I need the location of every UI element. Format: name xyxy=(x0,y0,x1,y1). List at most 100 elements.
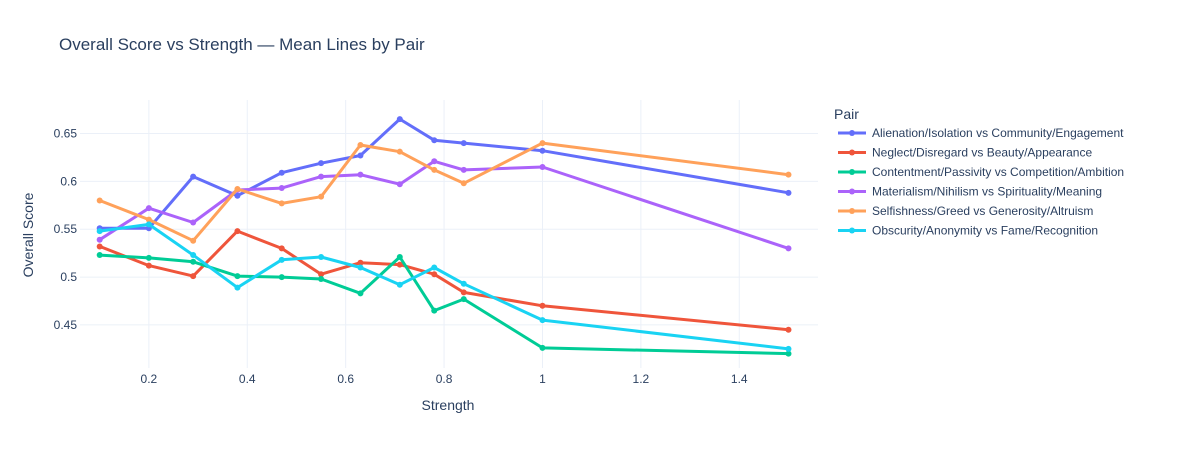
x-tick-label: 1 xyxy=(539,372,546,386)
legend-item: Materialism/Nihilism vs Spirituality/Mea… xyxy=(838,185,1102,199)
data-point xyxy=(431,264,438,271)
legend-label: Obscurity/Anonymity vs Fame/Recognition xyxy=(872,224,1098,238)
legend-label: Contentment/Passivity vs Competition/Amb… xyxy=(872,165,1124,179)
series-line xyxy=(99,117,789,230)
data-point xyxy=(145,205,152,212)
legend-item: Selfishness/Greed vs Generosity/Altruism xyxy=(838,204,1093,218)
series-2 xyxy=(96,228,792,333)
x-axis-title: Strength xyxy=(422,397,475,413)
series-line xyxy=(99,141,789,243)
data-point xyxy=(396,116,403,123)
y-axis-title: Overall Score xyxy=(20,192,36,277)
data-point xyxy=(234,284,241,291)
x-tick-label: 0.6 xyxy=(337,372,354,386)
y-tick-label: 0.45 xyxy=(54,318,78,332)
data-point xyxy=(785,345,792,352)
legend-swatch-marker xyxy=(849,188,855,195)
data-point xyxy=(396,253,403,260)
data-point xyxy=(234,192,241,199)
series-1 xyxy=(96,116,792,232)
data-point xyxy=(190,173,197,180)
data-point xyxy=(234,186,241,193)
x-tick-label: 0.4 xyxy=(239,372,256,386)
legend: Pair Alienation/Isolation vs Community/E… xyxy=(834,106,1124,238)
data-point xyxy=(357,171,364,178)
series-line xyxy=(99,253,789,356)
data-point xyxy=(278,185,285,192)
y-tick-label: 0.5 xyxy=(60,270,77,284)
data-point xyxy=(96,236,103,243)
data-point xyxy=(431,271,438,278)
legend-swatch-marker xyxy=(849,130,855,136)
y-tick-label: 0.6 xyxy=(60,174,77,188)
series-3 xyxy=(96,252,792,357)
data-point xyxy=(318,173,325,180)
legend-title: Pair xyxy=(834,106,859,122)
data-point xyxy=(357,152,364,159)
data-point xyxy=(396,261,403,268)
data-point xyxy=(460,180,467,187)
data-point xyxy=(145,254,152,261)
data-point xyxy=(318,271,325,278)
data-point xyxy=(539,147,546,154)
data-point xyxy=(785,171,792,178)
data-point xyxy=(396,281,403,288)
data-point xyxy=(190,219,197,226)
data-point xyxy=(539,140,546,147)
x-axis-ticks: 0.2 0.4 0.6 0.8 1 1.2 1.4 xyxy=(141,372,748,386)
series-6 xyxy=(96,221,792,352)
legend-swatch-marker xyxy=(849,208,855,214)
series-line xyxy=(98,159,789,250)
data-point xyxy=(145,262,152,269)
legend-item: Contentment/Passivity vs Competition/Amb… xyxy=(838,165,1124,179)
legend-swatch-marker xyxy=(849,149,855,156)
data-point xyxy=(357,290,364,297)
legend-swatch-marker xyxy=(849,169,855,175)
series-5 xyxy=(96,140,792,244)
plot-area xyxy=(96,116,792,357)
chart-title: Overall Score vs Strength — Mean Lines b… xyxy=(59,35,425,54)
data-point xyxy=(278,256,285,263)
legend-label: Alienation/Isolation vs Community/Engage… xyxy=(872,126,1124,140)
data-point xyxy=(539,164,546,170)
data-point xyxy=(145,216,152,223)
data-point xyxy=(431,166,438,173)
legend-label: Materialism/Nihilism vs Spirituality/Mea… xyxy=(872,185,1102,199)
x-tick-label: 1.2 xyxy=(633,372,650,386)
data-point xyxy=(539,302,546,309)
legend-item: Neglect/Disregard vs Beauty/Appearance xyxy=(838,146,1092,160)
data-point xyxy=(190,273,197,280)
data-point xyxy=(190,258,197,265)
data-point xyxy=(278,245,285,252)
data-point xyxy=(96,252,103,259)
data-point xyxy=(190,252,197,259)
series-4 xyxy=(96,158,792,252)
y-tick-label: 0.55 xyxy=(54,222,78,236)
data-point xyxy=(357,264,364,271)
data-point xyxy=(190,237,197,244)
data-point xyxy=(318,253,325,260)
data-point xyxy=(785,245,792,252)
data-point xyxy=(396,181,403,188)
data-point xyxy=(539,317,546,324)
series-line xyxy=(99,222,789,351)
data-point xyxy=(431,137,438,144)
data-point xyxy=(278,200,285,207)
data-point xyxy=(460,296,467,303)
legend-item: Obscurity/Anonymity vs Fame/Recognition xyxy=(838,224,1098,238)
data-point xyxy=(785,350,792,357)
data-point xyxy=(234,273,241,280)
y-axis-ticks: 0.45 0.5 0.55 0.6 0.65 xyxy=(54,127,78,332)
data-point xyxy=(460,140,467,147)
data-point xyxy=(145,221,152,228)
data-point xyxy=(431,307,438,314)
data-point xyxy=(278,169,285,176)
x-tick-label: 0.2 xyxy=(141,372,158,386)
data-point xyxy=(460,166,467,173)
x-tick-label: 0.8 xyxy=(436,372,453,386)
legend-label: Neglect/Disregard vs Beauty/Appearance xyxy=(872,146,1092,160)
data-point xyxy=(96,243,103,250)
legend-item: Alienation/Isolation vs Community/Engage… xyxy=(838,126,1124,140)
data-point xyxy=(539,344,546,351)
